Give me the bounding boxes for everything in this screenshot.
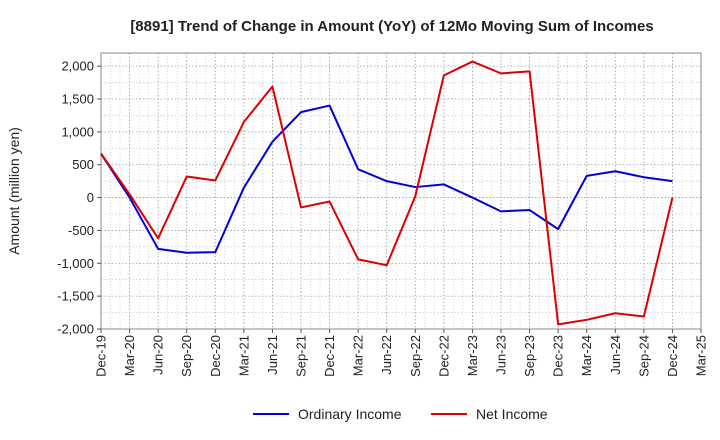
plot-frame	[100, 52, 702, 330]
x-tick-label: Jun-21	[265, 335, 280, 375]
y-axis: 2,000 1,500 1,000 500 0 -500 -1,000 -1,500 -2,00…	[57, 59, 101, 337]
x-tick-label: Sep-21	[294, 335, 309, 377]
x-tick-label: Dec-22	[436, 335, 451, 377]
x-tick-label: Mar-22	[351, 335, 366, 376]
plot-area	[101, 53, 701, 329]
x-tick-label: Sep-24	[636, 335, 651, 377]
y-tick-label: 1,000	[61, 124, 94, 139]
x-tick-label: Dec-21	[322, 335, 337, 377]
legend-label-1: Net Income	[476, 406, 548, 422]
chart-title: [8891] Trend of Change in Amount (YoY) o…	[130, 18, 653, 35]
y-tick-label: -2,000	[57, 322, 94, 337]
y-tick-label: 0	[87, 190, 94, 205]
x-tick-label: Sep-20	[179, 335, 194, 377]
x-tick-label: Dec-23	[551, 335, 566, 377]
x-tick-label: Dec-19	[94, 335, 109, 377]
x-tick-label: Dec-24	[665, 335, 680, 377]
y-tick-label: -1,500	[57, 289, 94, 304]
y-tick-label: -1,000	[57, 256, 94, 271]
x-tick-label: Jun-23	[494, 335, 509, 375]
x-tick-label: Dec-20	[208, 335, 223, 377]
series-line-1	[100, 60, 674, 326]
x-tick-label: Jun-20	[151, 335, 166, 375]
x-tick-label: Jun-22	[379, 335, 394, 375]
x-tick-label: Mar-21	[236, 335, 251, 376]
legend: Ordinary Income Net Income	[253, 406, 548, 422]
y-tick-label: 2,000	[61, 59, 94, 74]
y-axis-label: Amount (million yen)	[6, 127, 22, 255]
x-tick-label: Mar-24	[579, 335, 594, 376]
series-line-0	[100, 104, 673, 254]
x-axis: Dec-19 Mar-20 Jun-20 Sep-20 Dec-20 Mar-21 Jun-…	[94, 329, 709, 377]
x-tick-label: Mar-20	[122, 335, 137, 376]
grid-lines	[100, 53, 702, 330]
x-tick-label: Jun-24	[608, 335, 623, 375]
y-tick-label: 500	[72, 157, 94, 172]
x-tick-label: Mar-25	[694, 335, 709, 376]
y-tick-label: -500	[68, 223, 94, 238]
x-tick-label: Sep-23	[522, 335, 537, 377]
x-tick-label: Mar-23	[465, 335, 480, 376]
legend-label-0: Ordinary Income	[298, 406, 402, 422]
x-tick-label: Sep-22	[408, 335, 423, 377]
series-lines	[100, 60, 674, 326]
y-tick-label: 1,500	[61, 92, 94, 107]
